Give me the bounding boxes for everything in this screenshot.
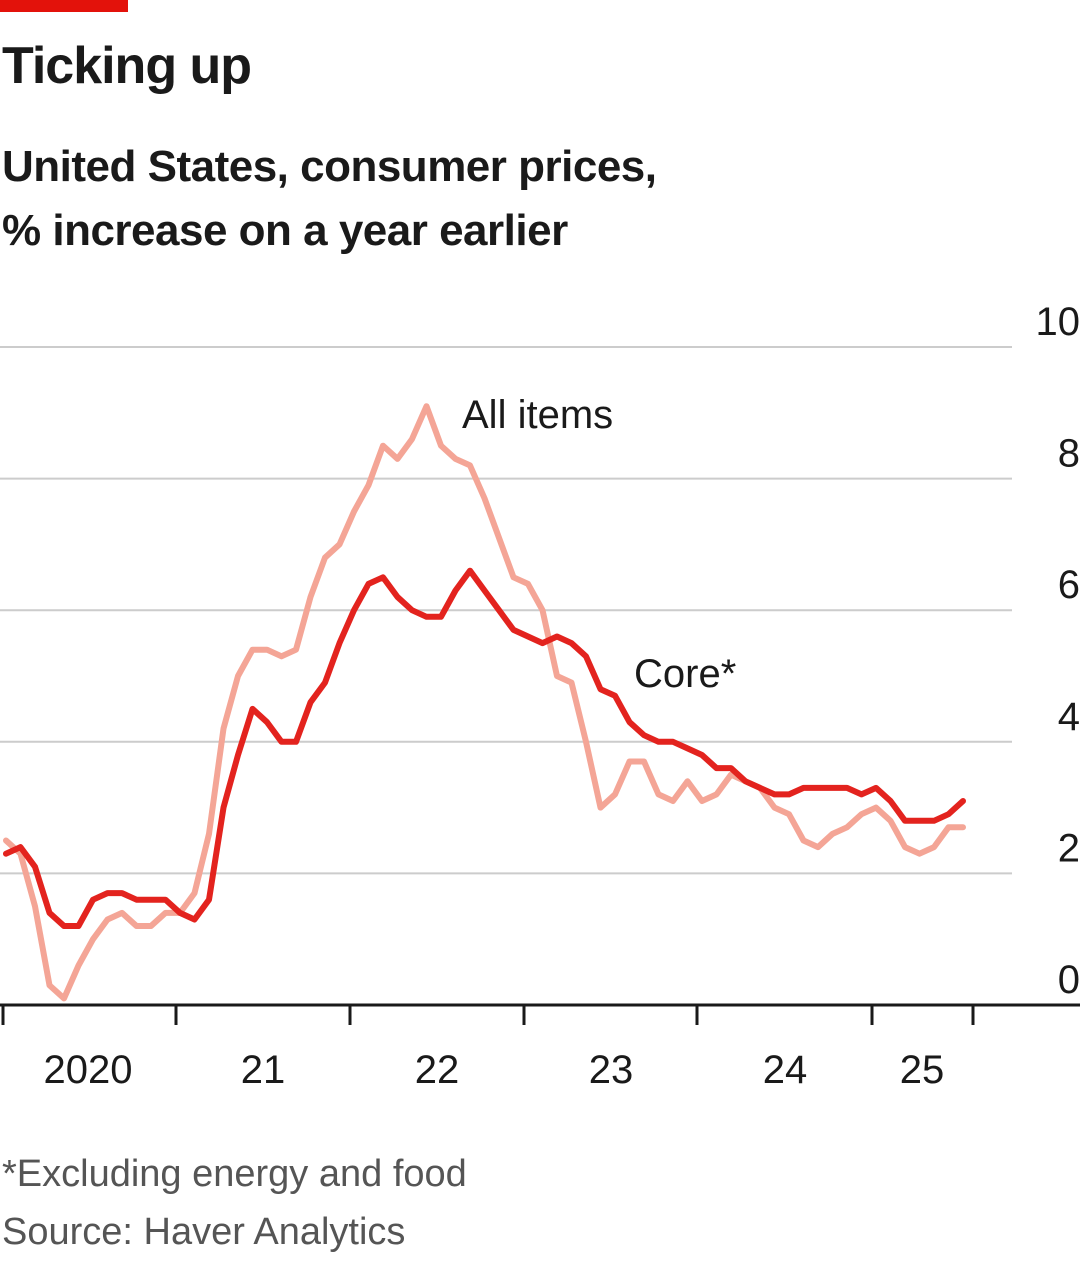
series-line-all-items <box>6 406 963 998</box>
source-note: Source: Haver Analytics <box>2 1203 467 1261</box>
y-tick-label-6: 6 <box>1058 563 1080 607</box>
x-tick-label-24: 24 <box>763 1048 808 1092</box>
x-tick-label-25: 25 <box>900 1048 945 1092</box>
y-tick-label-8: 8 <box>1058 432 1080 476</box>
series-lines <box>6 406 963 998</box>
x-tick-label-22: 22 <box>415 1048 460 1092</box>
series-label-core: Core* <box>634 652 736 696</box>
y-tick-label-2: 2 <box>1058 826 1080 870</box>
x-tick-label-2020: 2020 <box>44 1048 133 1092</box>
y-tick-label-0: 0 <box>1058 958 1080 1002</box>
x-tick-label-23: 23 <box>589 1048 634 1092</box>
y-tick-label-4: 4 <box>1058 695 1080 739</box>
y-axis-ticks: 0 2 4 6 8 10 <box>1036 300 1080 1002</box>
series-label-all-items: All items <box>462 393 613 437</box>
y-tick-label-10: 10 <box>1036 300 1080 344</box>
footnote: *Excluding energy and food <box>2 1145 467 1203</box>
footnote-block: *Excluding energy and food Source: Haver… <box>2 1145 467 1261</box>
x-axis <box>0 1005 1080 1025</box>
x-axis-ticks: 2020 21 22 23 24 25 <box>44 1048 945 1092</box>
x-tick-label-21: 21 <box>241 1048 286 1092</box>
